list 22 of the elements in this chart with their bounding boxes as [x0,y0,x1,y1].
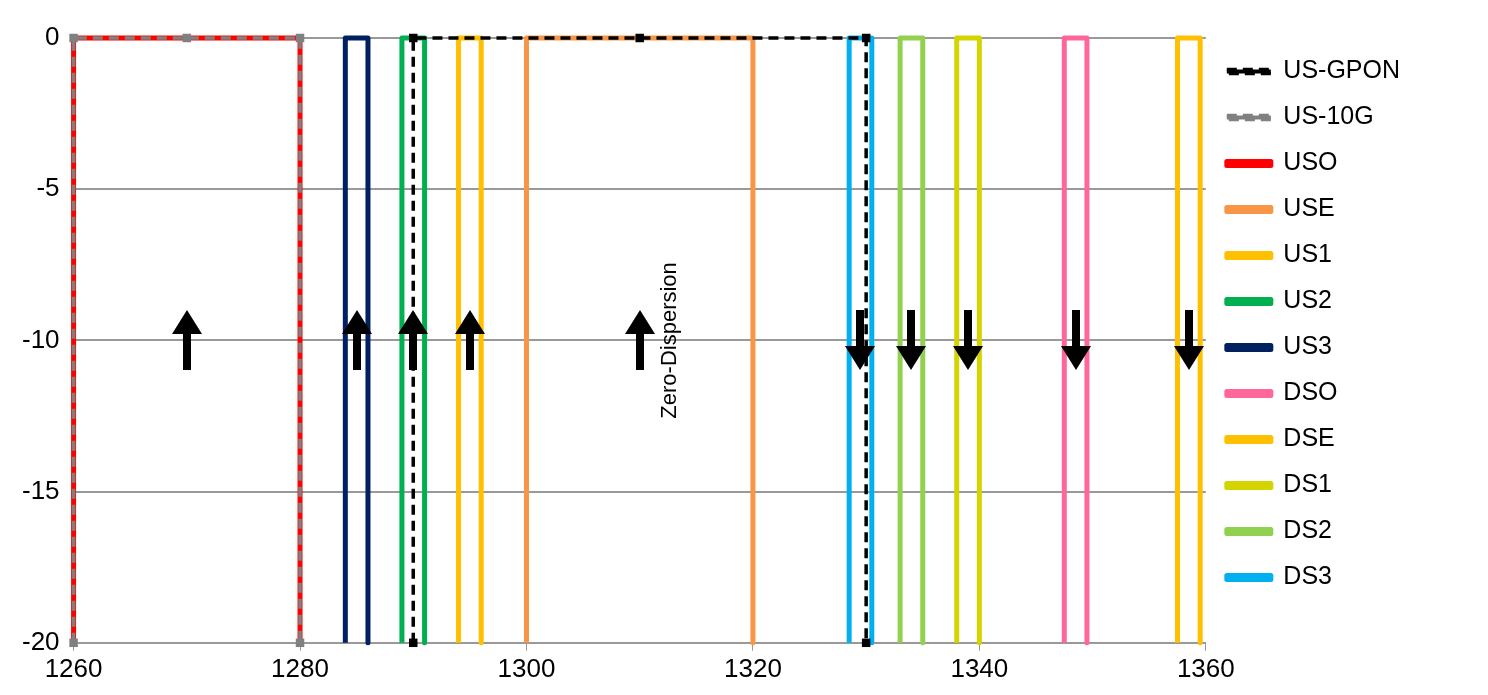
x-tick-label: 1320 [724,652,782,683]
y-tick-label: -15 [22,474,60,505]
y-tick-label: -5 [36,172,60,203]
legend-label: US-10G [1283,101,1374,130]
legend-label: DS1 [1283,469,1332,498]
x-tick-label: 1300 [497,652,556,683]
legend-label: DSE [1283,423,1335,452]
legend-label: US-GPON [1283,55,1401,84]
x-tick-label: 1340 [950,652,1009,683]
x-tick-label: 1360 [1176,652,1235,683]
legend-label: USE [1283,193,1335,222]
y-tick-label: -10 [22,323,60,354]
legend-label: USO [1283,147,1338,176]
legend-label: DS2 [1283,515,1332,544]
legend-label: US2 [1283,285,1332,314]
legend-label: US1 [1283,239,1332,268]
annotation: Zero-Dispersion [655,262,681,419]
legend-label: US3 [1283,331,1332,360]
y-tick-label: 0 [45,21,60,52]
legend-label: DS3 [1283,561,1332,590]
x-tick-label: 1280 [271,652,329,683]
legend-label: DSO [1283,377,1338,406]
